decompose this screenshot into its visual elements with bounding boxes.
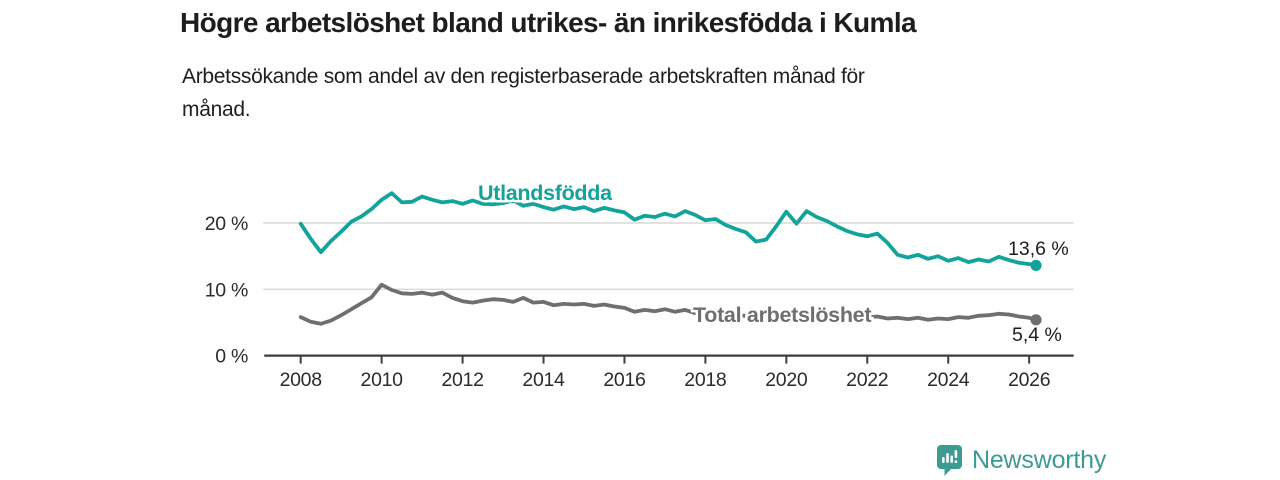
x-tick-label: 2014 bbox=[522, 369, 565, 391]
x-tick-label: 2020 bbox=[765, 369, 808, 391]
x-tick-label: 2008 bbox=[280, 369, 322, 391]
page-title: Högre arbetslöshet bland utrikes- än inr… bbox=[180, 7, 917, 38]
subtitle-line-2: månad. bbox=[182, 98, 251, 121]
series-end-dot bbox=[1030, 314, 1042, 326]
series-end-dot bbox=[1030, 259, 1042, 272]
x-tick-label: 2024 bbox=[927, 369, 970, 391]
y-tick-label: 10 % bbox=[205, 279, 248, 301]
series-end-value: 5,4 % bbox=[1012, 324, 1062, 346]
x-tick-label: 2022 bbox=[846, 369, 888, 391]
x-tick-label: 2018 bbox=[684, 369, 726, 391]
y-tick-label: 0 % bbox=[215, 346, 248, 368]
x-tick-label: 2026 bbox=[1008, 369, 1050, 391]
y-tick-label: 20 % bbox=[205, 213, 248, 235]
series-line-utlandsfodda bbox=[298, 191, 1038, 268]
x-tick-label: 2010 bbox=[361, 369, 404, 391]
brand-name: Newsworthy bbox=[972, 445, 1107, 474]
series-end-value: 13,6 % bbox=[1008, 238, 1069, 260]
subtitle-line-1: Arbetssökande som andel av den registerb… bbox=[182, 65, 865, 88]
series-line-total bbox=[298, 282, 1038, 326]
brand-lockup: Newsworthy bbox=[936, 443, 1106, 477]
x-tick-label: 2016 bbox=[603, 369, 645, 391]
bar-chart-speech-bubble-icon bbox=[937, 444, 962, 476]
chart-subtitle: Arbetssökande som andel av den registerb… bbox=[182, 60, 1082, 126]
series-label: Total arbetslöshet bbox=[693, 303, 871, 327]
x-tick-label: 2012 bbox=[441, 369, 483, 391]
series-label: Utlandsfödda bbox=[478, 181, 613, 205]
